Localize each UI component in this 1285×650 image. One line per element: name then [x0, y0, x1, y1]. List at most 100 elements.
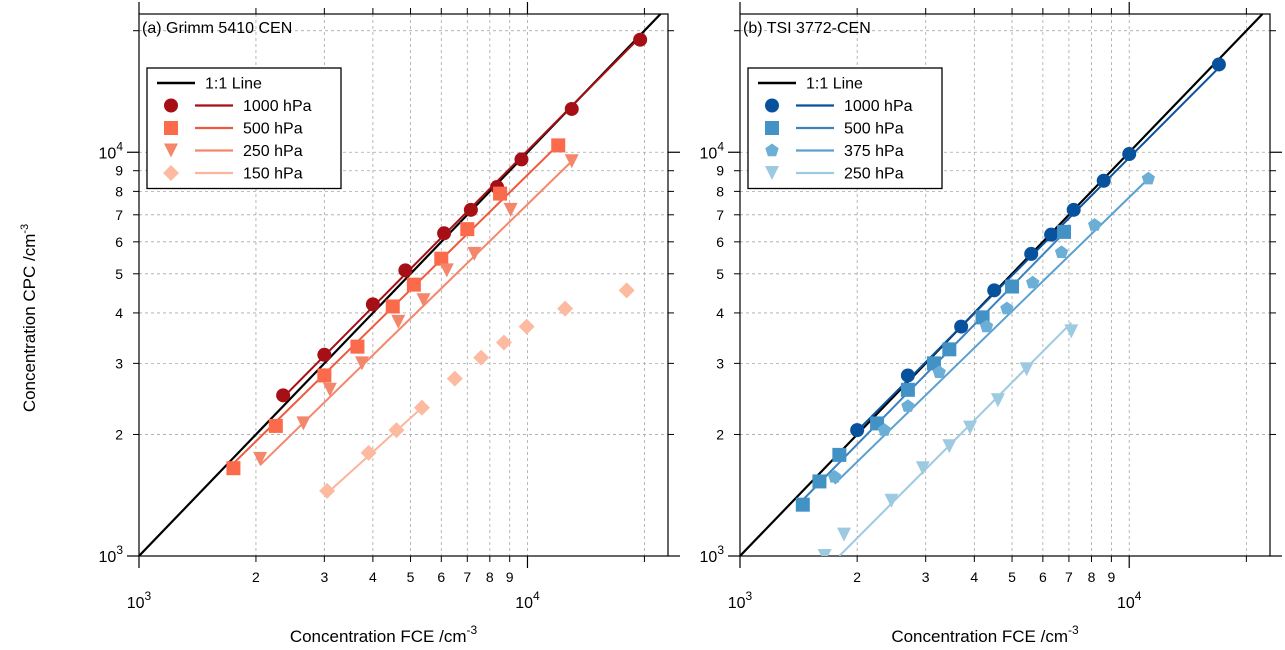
x-tick-label: 7 — [1065, 569, 1073, 585]
data-point-500-hpa — [406, 277, 421, 292]
legend-label-250-hpa: 250 hPa — [243, 143, 303, 160]
x-tick-label: 3 — [320, 569, 328, 585]
data-point-250-hpa — [354, 356, 369, 371]
plot-area — [139, 14, 662, 556]
legend: 1:1 Line 1000 hPa 500 hPa 375 hPa 250 hPa — [747, 67, 943, 190]
data-point-150-hpa — [473, 349, 490, 366]
y-major-tick-label: 103 — [99, 543, 124, 566]
data-point-250-hpa — [963, 420, 978, 435]
legend-label-1000-hpa: 1000 hPa — [844, 98, 913, 115]
data-point-150-hpa — [495, 334, 512, 351]
data-point-250-hpa — [322, 382, 337, 397]
data-point-375-hpa — [1088, 218, 1102, 231]
x-tick-label: 7 — [463, 569, 471, 585]
data-point-1000-hpa — [514, 152, 529, 167]
data-point-1000-hpa — [317, 347, 332, 362]
data-point-375-hpa — [827, 469, 842, 483]
data-point-1000-hpa — [954, 319, 969, 334]
data-point-250-hpa — [942, 439, 957, 454]
y-major-tick-label: 103 — [700, 543, 725, 566]
fit-line-1000-hpa — [282, 36, 641, 399]
data-point-375-hpa — [932, 365, 946, 378]
x-major-tick-label: 103 — [127, 589, 152, 612]
data-point-375-hpa — [1026, 275, 1040, 289]
y-tick-label: 9 — [115, 163, 123, 179]
legend-label-375-hpa: 375 hPa — [844, 143, 904, 160]
data-point-250-hpa — [915, 461, 930, 476]
legend-label-one-to-one: 1:1 Line — [205, 76, 262, 93]
y-tick-labels: 2 3 4 5 6 7 8 9 103 104 — [99, 139, 124, 566]
y-tick-label: 3 — [716, 355, 724, 371]
y-tick-label: 5 — [115, 266, 123, 282]
data-point-250-hpa — [564, 154, 579, 169]
data-point-250-hpa — [990, 393, 1005, 408]
fit-line-150-hpa — [326, 406, 423, 495]
data-point-500-hpa — [551, 138, 566, 153]
x-tick-label: 9 — [506, 569, 514, 585]
x-axis-title: Concentration FCE /cm-3 — [290, 623, 478, 646]
x-tick-labels: 2 3 4 5 6 7 8 9 103 104 — [728, 569, 1142, 612]
data-point-1000-hpa — [398, 263, 413, 278]
x-tick-label: 6 — [437, 569, 445, 585]
data-point-250-hpa — [836, 527, 851, 542]
y-axis-title: Concentration CPC /cm-3 — [19, 224, 39, 412]
data-point-500-hpa — [268, 418, 283, 433]
y-tick-label: 7 — [115, 207, 123, 223]
y-tick-label: 8 — [716, 183, 724, 199]
data-point-500-hpa — [434, 251, 449, 266]
data-point-1000-hpa — [1044, 227, 1059, 242]
x-tick-label: 9 — [1108, 569, 1116, 585]
y-major-tick-label: 104 — [99, 139, 124, 162]
y-tick-label: 5 — [716, 266, 724, 282]
y-tick-label: 2 — [716, 426, 724, 442]
y-tick-label: 2 — [115, 426, 123, 442]
data-point-250-hpa — [1019, 362, 1034, 377]
data-point-500-hpa — [1005, 279, 1020, 294]
legend-label-500-hpa: 500 hPa — [844, 121, 904, 138]
legend-label-150-hpa: 150 hPa — [243, 166, 303, 183]
x-tick-label: 2 — [252, 569, 260, 585]
y-tick-labels: 2 3 4 5 6 7 8 9 103 104 — [700, 139, 725, 566]
data-point-500-hpa — [460, 222, 475, 237]
fit-line-375-hpa — [833, 177, 1150, 485]
panel-title: (a) Grimm 5410 CEN — [142, 20, 292, 37]
data-point-1000-hpa — [276, 388, 291, 403]
data-point-250-hpa — [391, 314, 406, 329]
data-point-1000-hpa — [1122, 147, 1137, 162]
x-tick-label: 3 — [922, 569, 930, 585]
data-point-1000-hpa — [1096, 173, 1111, 188]
data-point-250-hpa — [416, 293, 431, 308]
data-point-500-hpa — [832, 447, 847, 462]
data-point-250-hpa — [439, 263, 454, 278]
data-point-500-hpa — [795, 497, 810, 512]
x-tick-labels: 2 3 4 5 6 7 8 9 103 104 — [127, 569, 540, 612]
ticks — [127, 2, 680, 568]
data-point-150-hpa — [557, 300, 574, 317]
x-major-tick-label: 104 — [515, 589, 540, 612]
data-point-250-hpa — [1064, 324, 1079, 339]
data-point-1000-hpa — [437, 226, 452, 241]
y-tick-label: 6 — [716, 234, 724, 250]
data-point-150-hpa — [360, 444, 377, 461]
x-major-tick-label: 104 — [1117, 589, 1142, 612]
panel-title: (b) TSI 3772-CEN — [743, 20, 871, 37]
data-point-500-hpa — [942, 342, 957, 357]
legend: 1:1 Line 1000 hPa 500 hPa 250 hPa 150 hPa — [146, 67, 342, 190]
x-major-tick-label: 103 — [728, 589, 753, 612]
data-point-500-hpa — [812, 474, 827, 489]
data-point-150-hpa — [618, 282, 635, 299]
legend-label-1000-hpa: 1000 hPa — [243, 98, 312, 115]
data-point-1000-hpa — [1024, 246, 1039, 261]
y-tick-label: 4 — [115, 305, 123, 321]
y-tick-label: 6 — [115, 234, 123, 250]
data-point-1000-hpa — [850, 423, 865, 438]
legend-label-one-to-one: 1:1 Line — [806, 76, 863, 93]
data-point-250-hpa — [467, 246, 482, 261]
y-major-tick-label: 104 — [700, 139, 725, 162]
x-tick-label: 8 — [486, 569, 494, 585]
plot-frame — [739, 13, 1271, 557]
data-point-250-hpa — [817, 549, 832, 556]
data-point-150-hpa — [518, 318, 535, 335]
